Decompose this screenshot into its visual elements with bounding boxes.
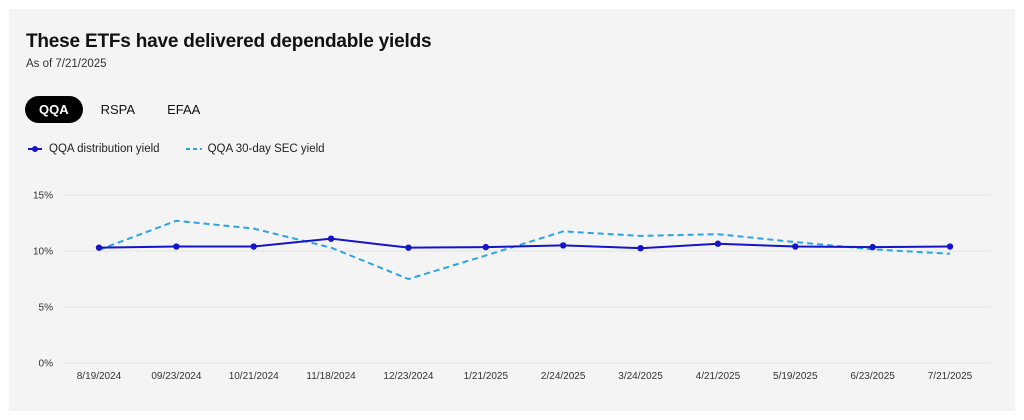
series-line-distribution-yield (98, 237, 951, 250)
series-line-sec-yield (98, 219, 951, 281)
y-tick-label: 0% (39, 359, 54, 370)
data-point-distribution-yield[interactable] (482, 243, 490, 251)
data-point-distribution-yield[interactable] (714, 240, 722, 247)
chart-card (9, 9, 1015, 411)
as-of-date: As of 7/21/2025 (26, 58, 107, 70)
x-tick-label: 8/19/2024 (77, 371, 122, 382)
y-tick-label: 15% (33, 191, 53, 202)
legend-label-sec: QQA 30-day SEC yield (207, 143, 325, 155)
fund-tabs: QQA RSPA EFAA (25, 96, 218, 123)
data-point-distribution-yield[interactable] (946, 243, 954, 250)
y-tick-label: 10% (33, 247, 53, 258)
x-tick-label: 1/21/2025 (464, 371, 509, 382)
tab-efaa[interactable]: EFAA (153, 96, 214, 123)
tab-rspa[interactable]: RSPA (87, 96, 149, 123)
chart-legend: QQA distribution yield QQA 30-day SEC yi… (27, 143, 351, 155)
gridlines (62, 194, 990, 364)
y-tick-label: 5% (39, 303, 54, 314)
data-point-distribution-yield[interactable] (250, 243, 257, 250)
data-point-distribution-yield[interactable] (637, 245, 644, 252)
x-tick-label: 09/23/2024 (151, 371, 201, 382)
data-point-distribution-yield[interactable] (95, 244, 103, 251)
x-tick-label: 3/24/2025 (618, 371, 663, 382)
x-tick-label: 5/19/2025 (773, 371, 818, 382)
dashed-line-icon (185, 148, 202, 150)
chart-title: These ETFs have delivered dependable yie… (26, 31, 432, 52)
data-point-distribution-yield[interactable] (869, 243, 876, 251)
data-point-distribution-yield[interactable] (173, 243, 180, 250)
x-tick-label: 4/21/2025 (696, 371, 741, 382)
data-point-distribution-yield[interactable] (327, 235, 335, 242)
x-tick-label: 11/18/2024 (306, 371, 356, 382)
x-tick-label: 12/23/2024 (383, 371, 433, 382)
x-tick-label: 10/21/2024 (229, 371, 279, 382)
legend-item-sec: QQA 30-day SEC yield (185, 143, 325, 155)
tab-qqa[interactable]: QQA (25, 96, 83, 123)
x-axis-ticks: 8/19/2024 09/23/2024 10/21/2024 11/18/2024 1… (77, 371, 973, 382)
y-axis-ticks: 0% 5% 10% 15% (33, 191, 53, 370)
data-point-distribution-yield[interactable] (405, 244, 412, 251)
legend-label-distribution: QQA distribution yield (49, 143, 160, 155)
x-tick-label: 7/21/2025 (928, 371, 973, 382)
legend-item-distribution: QQA distribution yield (27, 143, 160, 155)
x-tick-label: 2/24/2025 (541, 371, 586, 382)
solid-line-marker-icon (28, 146, 42, 152)
x-tick-label: 6/23/2025 (850, 371, 895, 382)
data-point-distribution-yield[interactable] (559, 242, 567, 249)
data-point-distribution-yield[interactable] (792, 243, 799, 250)
series-layer (95, 219, 954, 281)
